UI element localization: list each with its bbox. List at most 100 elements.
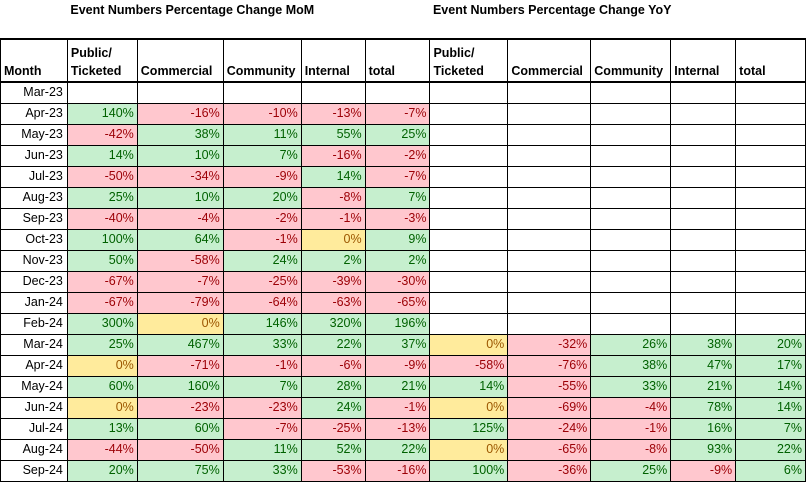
cell-mom-commercial[interactable]: -4%: [136, 207, 224, 230]
mom-title[interactable]: Event Numbers Percentage Change MoM: [70, 2, 315, 17]
cell-month[interactable]: Oct-23: [0, 228, 68, 251]
cell-yoy-public-ticketed[interactable]: [429, 81, 509, 104]
cell-mom-community[interactable]: 20%: [222, 186, 302, 209]
cell-month[interactable]: Jul-23: [0, 165, 68, 188]
cell-mom-total[interactable]: 196%: [364, 312, 431, 335]
cell-mom-internal[interactable]: 2%: [300, 249, 366, 272]
cell-month[interactable]: Aug-24: [0, 438, 68, 461]
cell-yoy-community[interactable]: -4%: [590, 396, 672, 419]
cell-yoy-public-ticketed[interactable]: [429, 228, 509, 251]
cell-mom-commercial[interactable]: 160%: [136, 375, 224, 398]
cell-mom-community[interactable]: 11%: [222, 123, 302, 146]
cell-yoy-internal[interactable]: [670, 123, 737, 146]
cell-yoy-public-ticketed[interactable]: 125%: [429, 417, 509, 440]
cell-yoy-total[interactable]: 20%: [735, 333, 806, 356]
cell-mom-internal[interactable]: 28%: [300, 375, 366, 398]
cell-mom-public-ticketed[interactable]: 300%: [66, 312, 138, 335]
cell-yoy-total[interactable]: [735, 249, 806, 272]
cell-mom-community[interactable]: -25%: [222, 270, 302, 293]
cell-mom-internal[interactable]: -16%: [300, 144, 366, 167]
cell-mom-public-ticketed[interactable]: 60%: [66, 375, 138, 398]
cell-mom-total[interactable]: 25%: [364, 123, 431, 146]
cell-yoy-total[interactable]: 6%: [735, 459, 806, 482]
cell-yoy-total[interactable]: [735, 312, 806, 335]
cell-mom-community[interactable]: -7%: [222, 417, 302, 440]
cell-month[interactable]: Jun-23: [0, 144, 68, 167]
cell-mom-community[interactable]: -1%: [222, 228, 302, 251]
cell-mom-internal[interactable]: -53%: [300, 459, 366, 482]
cell-yoy-internal[interactable]: 47%: [670, 354, 737, 377]
cell-mom-total[interactable]: 9%: [364, 228, 431, 251]
cell-mom-public-ticketed[interactable]: -50%: [66, 165, 138, 188]
cell-yoy-total[interactable]: 7%: [735, 417, 806, 440]
cell-yoy-internal[interactable]: 21%: [670, 375, 737, 398]
cell-yoy-internal[interactable]: [670, 102, 737, 125]
header-commercial[interactable]: Commercial: [136, 38, 224, 83]
cell-yoy-total[interactable]: 22%: [735, 438, 806, 461]
cell-mom-internal[interactable]: 14%: [300, 165, 366, 188]
cell-title-blank[interactable]: [1, 0, 68, 19]
cell-mom-public-ticketed[interactable]: 13%: [66, 417, 138, 440]
cell-mom-community[interactable]: -10%: [222, 102, 302, 125]
cell-mom-internal[interactable]: -25%: [300, 417, 366, 440]
cell-mom-total[interactable]: -16%: [364, 459, 431, 482]
cell-yoy-commercial[interactable]: [507, 186, 592, 209]
header-yoy-community[interactable]: Community: [590, 38, 672, 83]
cell-mom-commercial[interactable]: -23%: [136, 396, 224, 419]
cell-yoy-internal[interactable]: 16%: [670, 417, 737, 440]
cell-mom-commercial[interactable]: [136, 81, 224, 104]
cell-month[interactable]: Jun-24: [0, 396, 68, 419]
cell-month[interactable]: Mar-24: [0, 333, 68, 356]
cell-mom-total[interactable]: -1%: [364, 396, 431, 419]
cell-mom-commercial[interactable]: -58%: [136, 249, 224, 272]
cell-yoy-community[interactable]: [590, 186, 672, 209]
cell-mom-total[interactable]: -3%: [364, 207, 431, 230]
cell-mom-public-ticketed[interactable]: 50%: [66, 249, 138, 272]
cell-yoy-community[interactable]: [590, 291, 672, 314]
cell-yoy-public-ticketed[interactable]: [429, 249, 509, 272]
cell-yoy-community[interactable]: [590, 102, 672, 125]
cell-month[interactable]: Feb-24: [0, 312, 68, 335]
cell-mom-commercial[interactable]: -16%: [136, 102, 224, 125]
cell-mom-commercial[interactable]: -50%: [136, 438, 224, 461]
header-community[interactable]: Community: [222, 38, 302, 83]
cell-mom-commercial[interactable]: 38%: [136, 123, 224, 146]
cell-yoy-community[interactable]: [590, 249, 672, 272]
yoy-title[interactable]: Event Numbers Percentage Change YoY: [432, 2, 672, 17]
cell-mom-public-ticketed[interactable]: 0%: [66, 396, 138, 419]
header-internal[interactable]: Internal: [300, 38, 366, 83]
cell-yoy-community[interactable]: 33%: [590, 375, 672, 398]
cell-yoy-commercial[interactable]: -69%: [507, 396, 592, 419]
cell-yoy-community[interactable]: 26%: [590, 333, 672, 356]
cell-mom-internal[interactable]: -39%: [300, 270, 366, 293]
cell-mom-community[interactable]: 11%: [222, 438, 302, 461]
header-total[interactable]: total: [364, 38, 431, 83]
cell-yoy-total[interactable]: [735, 186, 806, 209]
cell-yoy-community[interactable]: [590, 312, 672, 335]
cell-yoy-total[interactable]: [735, 207, 806, 230]
cell-yoy-community[interactable]: -8%: [590, 438, 672, 461]
cell-mom-community[interactable]: [222, 81, 302, 104]
cell-yoy-community[interactable]: [590, 123, 672, 146]
cell-month[interactable]: May-24: [0, 375, 68, 398]
cell-month[interactable]: Sep-23: [0, 207, 68, 230]
cell-yoy-commercial[interactable]: -32%: [507, 333, 592, 356]
cell-yoy-community[interactable]: [590, 270, 672, 293]
cell-month[interactable]: Jul-24: [0, 417, 68, 440]
cell-mom-internal[interactable]: [300, 81, 366, 104]
cell-mom-public-ticketed[interactable]: 140%: [66, 102, 138, 125]
cell-yoy-commercial[interactable]: -76%: [507, 354, 592, 377]
cell-mom-internal[interactable]: 320%: [300, 312, 366, 335]
cell-yoy-public-ticketed[interactable]: [429, 123, 509, 146]
cell-mom-internal[interactable]: -13%: [300, 102, 366, 125]
cell-mom-public-ticketed[interactable]: -44%: [66, 438, 138, 461]
cell-yoy-commercial[interactable]: [507, 249, 592, 272]
cell-yoy-community[interactable]: [590, 207, 672, 230]
cell-mom-total[interactable]: [364, 81, 431, 104]
cell-yoy-internal[interactable]: -9%: [670, 459, 737, 482]
cell-mom-community[interactable]: -9%: [222, 165, 302, 188]
cell-mom-public-ticketed[interactable]: -67%: [66, 291, 138, 314]
cell-mom-commercial[interactable]: -34%: [136, 165, 224, 188]
cell-yoy-public-ticketed[interactable]: 0%: [429, 396, 509, 419]
cell-month[interactable]: Aug-23: [0, 186, 68, 209]
